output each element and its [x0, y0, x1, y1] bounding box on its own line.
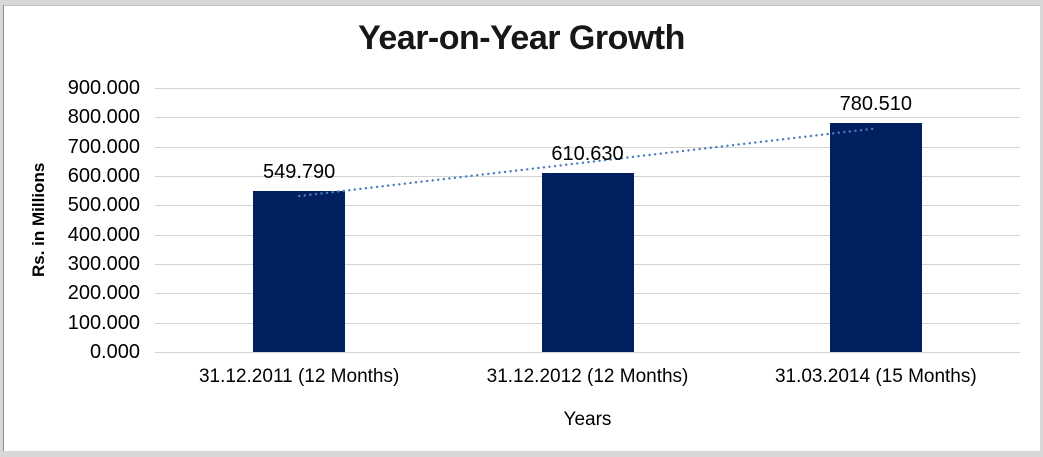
trendline [297, 127, 878, 198]
data-label: 610.630 [551, 142, 624, 165]
y-tick-label: 700.000 [67, 135, 140, 158]
chart-title: Year-on-Year Growth [358, 19, 685, 57]
y-tick-label: 500.000 [67, 194, 140, 217]
gridline [155, 117, 1020, 119]
bar [829, 123, 922, 352]
x-tick-label: 31.03.2014 (15 Months) [774, 366, 977, 387]
y-tick-label: 400.000 [67, 223, 140, 246]
gridline [155, 88, 1020, 89]
bar [253, 190, 346, 352]
data-label: 780.510 [839, 93, 912, 116]
gridline [155, 352, 1020, 353]
gridline [155, 146, 1020, 148]
data-label: 549.790 [263, 160, 336, 183]
x-tick-label: 31.12.2012 (12 Months) [486, 366, 689, 387]
y-tick-label: 200.000 [67, 282, 140, 305]
y-tick-label: 0.000 [89, 341, 140, 363]
bar [541, 172, 634, 352]
x-axis-title: Years [563, 409, 612, 430]
y-tick-label: 100.000 [67, 311, 140, 334]
y-tick-label: 300.000 [67, 253, 140, 275]
y-tick-label: 800.000 [67, 106, 140, 129]
trendline-segment [297, 127, 878, 198]
y-tick-label: 600.000 [67, 165, 140, 187]
y-tick-label: 900.000 [67, 77, 140, 99]
x-tick-label: 31.12.2011 (12 Months) [198, 366, 400, 387]
